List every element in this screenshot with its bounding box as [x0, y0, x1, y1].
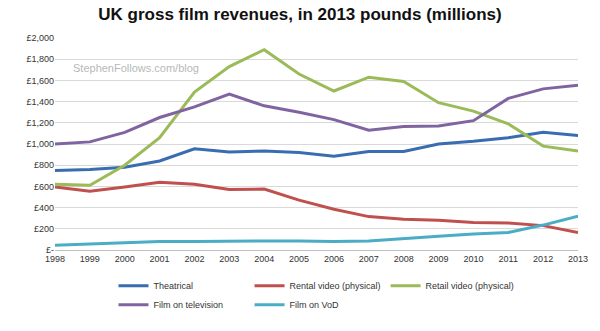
svg-text:£1,400: £1,400	[26, 97, 54, 107]
svg-text:£200: £200	[34, 224, 54, 234]
svg-text:£-: £-	[46, 245, 54, 255]
svg-text:2008: 2008	[394, 254, 414, 264]
svg-text:Retail video (physical): Retail video (physical)	[426, 281, 514, 291]
svg-text:2002: 2002	[184, 254, 204, 264]
svg-text:£800: £800	[34, 160, 54, 170]
svg-text:£1,600: £1,600	[26, 76, 54, 86]
svg-text:2001: 2001	[150, 254, 170, 264]
svg-text:Rental video (physical): Rental video (physical)	[290, 281, 381, 291]
svg-text:2003: 2003	[219, 254, 239, 264]
svg-text:£1,000: £1,000	[26, 139, 54, 149]
svg-text:2007: 2007	[359, 254, 379, 264]
svg-text:1999: 1999	[80, 254, 100, 264]
svg-text:Theatrical: Theatrical	[154, 281, 194, 291]
svg-text:2010: 2010	[463, 254, 483, 264]
svg-text:StephenFollows.com/blog: StephenFollows.com/blog	[73, 62, 199, 74]
svg-text:2009: 2009	[429, 254, 449, 264]
svg-text:2006: 2006	[324, 254, 344, 264]
svg-text:2000: 2000	[115, 254, 135, 264]
svg-text:2012: 2012	[533, 254, 553, 264]
svg-text:£600: £600	[34, 182, 54, 192]
svg-text:2013: 2013	[568, 254, 588, 264]
svg-text:UK gross film revenues, in 201: UK gross film revenues, in 2013 pounds (…	[98, 5, 501, 24]
svg-text:1998: 1998	[45, 254, 65, 264]
svg-text:2005: 2005	[289, 254, 309, 264]
svg-text:Film on television: Film on television	[154, 300, 224, 310]
svg-text:£2,000: £2,000	[26, 33, 54, 43]
svg-text:£1,200: £1,200	[26, 118, 54, 128]
svg-text:£1,800: £1,800	[26, 54, 54, 64]
svg-text:Film on VoD: Film on VoD	[290, 300, 340, 310]
svg-text:2011: 2011	[499, 254, 518, 264]
svg-text:£400: £400	[34, 203, 54, 213]
svg-text:2004: 2004	[254, 254, 274, 264]
